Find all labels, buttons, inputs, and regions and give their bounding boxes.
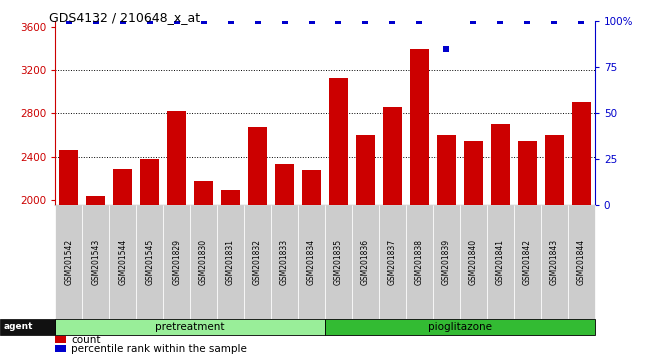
Text: GDS4132 / 210648_x_at: GDS4132 / 210648_x_at [49, 11, 200, 24]
Text: GSM201836: GSM201836 [361, 239, 370, 285]
Point [468, 18, 478, 24]
Bar [275, 164, 294, 205]
Bar [410, 50, 429, 205]
Point [387, 18, 398, 24]
Text: percentile rank within the sample: percentile rank within the sample [72, 344, 247, 354]
Bar [437, 135, 456, 205]
Point [333, 18, 344, 24]
Text: GSM201545: GSM201545 [145, 239, 154, 285]
Text: GSM201833: GSM201833 [280, 239, 289, 285]
Point [306, 18, 317, 24]
Text: GSM201838: GSM201838 [415, 239, 424, 285]
Bar [55, 336, 66, 343]
Text: GSM201842: GSM201842 [523, 239, 532, 285]
Bar [491, 124, 510, 205]
Text: GSM201542: GSM201542 [64, 239, 73, 285]
Bar [167, 111, 186, 205]
Bar [59, 150, 78, 205]
Point [280, 18, 290, 24]
Bar [383, 107, 402, 205]
Text: count: count [72, 335, 101, 344]
Point [414, 18, 424, 24]
Bar [518, 142, 537, 205]
Bar [356, 135, 375, 205]
Text: GSM201835: GSM201835 [334, 239, 343, 285]
Bar [329, 78, 348, 205]
Point [549, 18, 560, 24]
Bar [464, 142, 483, 205]
Text: pretreatment: pretreatment [155, 321, 225, 332]
Point [64, 18, 74, 24]
Point [252, 18, 263, 24]
Bar [545, 135, 564, 205]
Bar [55, 345, 66, 353]
Text: GSM201830: GSM201830 [199, 239, 208, 285]
Point [90, 18, 101, 24]
Point [198, 18, 209, 24]
Bar [113, 169, 132, 205]
Point [576, 18, 586, 24]
Text: pioglitazone: pioglitazone [428, 321, 492, 332]
Bar [248, 127, 267, 205]
Point [226, 18, 236, 24]
Bar [140, 159, 159, 205]
Text: agent: agent [3, 322, 32, 331]
Bar [86, 195, 105, 205]
Bar [194, 182, 213, 205]
Bar [302, 170, 321, 205]
Text: GSM201841: GSM201841 [496, 239, 505, 285]
Bar [572, 102, 591, 205]
Text: GSM201544: GSM201544 [118, 239, 127, 285]
Text: GSM201834: GSM201834 [307, 239, 316, 285]
Point [172, 18, 182, 24]
Bar [221, 190, 240, 205]
Point [495, 18, 506, 24]
Text: GSM201844: GSM201844 [577, 239, 586, 285]
Text: GSM201832: GSM201832 [253, 239, 262, 285]
Text: GSM201543: GSM201543 [91, 239, 100, 285]
Point [360, 18, 370, 24]
Text: GSM201839: GSM201839 [442, 239, 451, 285]
Text: GSM201829: GSM201829 [172, 239, 181, 285]
Point [144, 18, 155, 24]
Point [118, 18, 128, 24]
Point [441, 46, 452, 52]
Text: GSM201837: GSM201837 [388, 239, 397, 285]
Text: GSM201843: GSM201843 [550, 239, 559, 285]
Text: GSM201840: GSM201840 [469, 239, 478, 285]
Point [522, 18, 532, 24]
Text: GSM201831: GSM201831 [226, 239, 235, 285]
